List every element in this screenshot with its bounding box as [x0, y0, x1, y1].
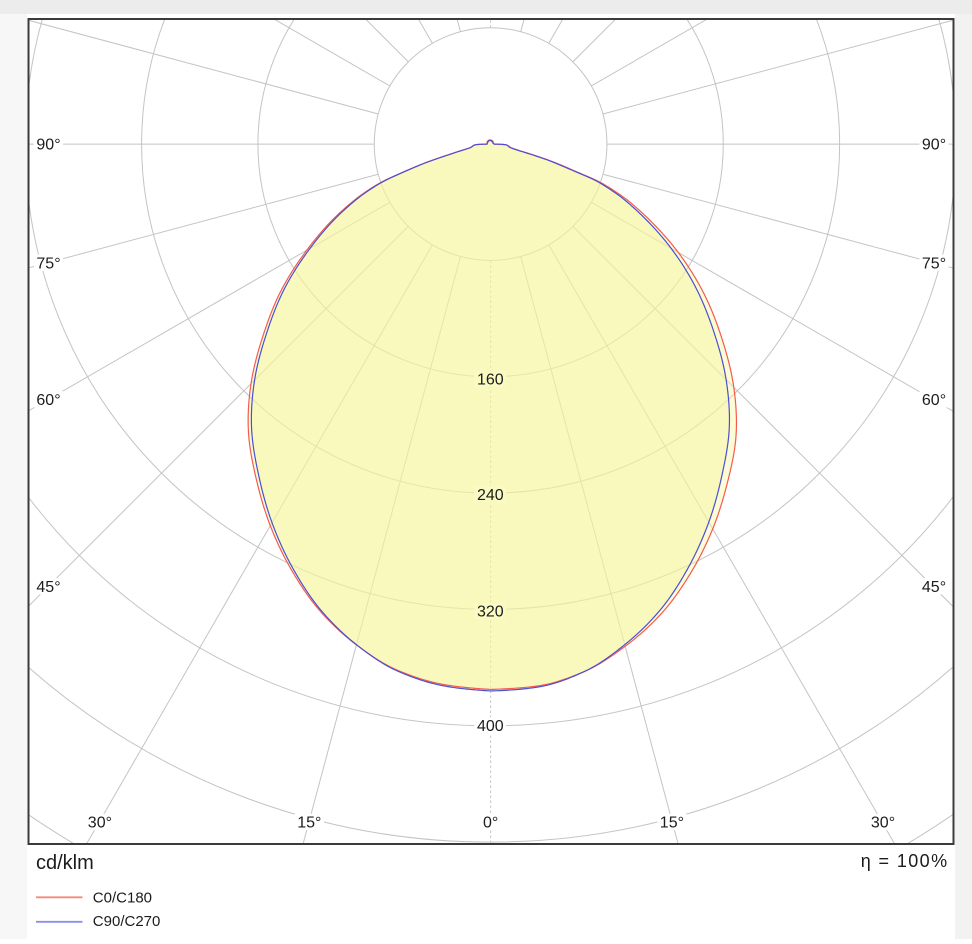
- svg-text:90°: 90°: [36, 137, 60, 154]
- svg-text:320: 320: [477, 604, 504, 621]
- svg-text:45°: 45°: [922, 579, 946, 596]
- svg-text:75°: 75°: [922, 255, 946, 272]
- svg-text:30°: 30°: [871, 815, 895, 832]
- svg-text:60°: 60°: [36, 392, 60, 409]
- svg-text:45°: 45°: [36, 579, 60, 596]
- svg-text:30°: 30°: [88, 815, 112, 832]
- svg-text:15°: 15°: [297, 815, 321, 832]
- svg-text:C90/C270: C90/C270: [93, 913, 161, 930]
- svg-text:15°: 15°: [660, 815, 684, 832]
- svg-text:60°: 60°: [922, 392, 946, 409]
- svg-text:0°: 0°: [483, 815, 498, 832]
- svg-text:240: 240: [477, 487, 504, 504]
- svg-text:C0/C180: C0/C180: [93, 889, 152, 906]
- svg-text:η = 100%: η = 100%: [861, 851, 949, 871]
- svg-text:cd/klm: cd/klm: [36, 852, 94, 874]
- svg-text:400: 400: [477, 718, 504, 735]
- svg-text:160: 160: [477, 372, 504, 389]
- svg-text:90°: 90°: [922, 137, 946, 154]
- svg-text:75°: 75°: [36, 255, 60, 272]
